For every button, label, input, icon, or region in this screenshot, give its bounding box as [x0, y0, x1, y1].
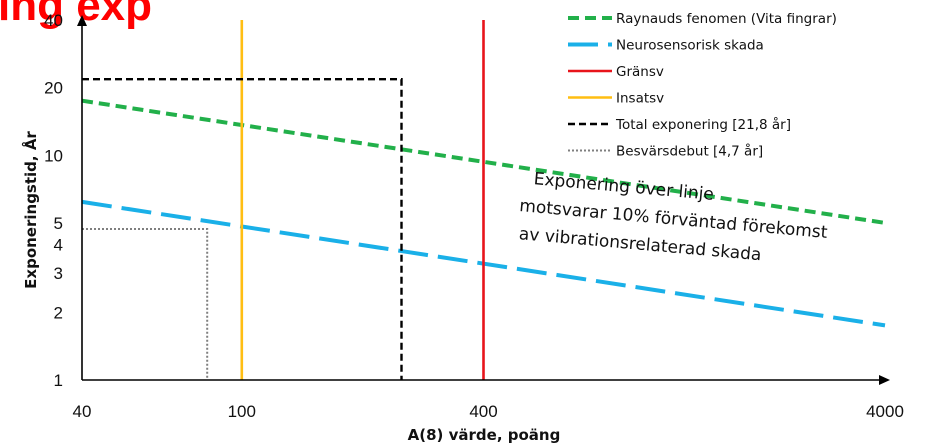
y-tick-label: 40	[44, 11, 63, 30]
axes: 40 100 400 4000 1 2 3 4 5 10 20 40	[44, 11, 904, 421]
x-tick-label: 40	[73, 402, 92, 421]
legend-label-5: Total exponering [21,8 år]	[615, 116, 791, 133]
legend-label-3: Gränsv	[616, 64, 664, 80]
legend-label-2: Neurosensorisk skada	[616, 38, 764, 54]
y-tick-label: 10	[44, 146, 63, 165]
y-tick-label: 5	[54, 214, 63, 233]
x-tick-label: 400	[469, 402, 497, 421]
legend: Raynauds fenomen (Vita fingrar) Neurosens…	[568, 11, 837, 160]
legend-label-1: Raynauds fenomen (Vita fingrar)	[616, 11, 837, 27]
y-axis-label: Exponeringstid, År	[21, 131, 40, 289]
y-tick-label: 3	[54, 264, 63, 283]
y-tick-label: 4	[54, 236, 63, 255]
series-line-6	[82, 228, 209, 380]
y-tick-label: 2	[54, 303, 63, 322]
x-axis-arrow	[879, 375, 890, 385]
legend-label-4: Insatsv	[616, 91, 664, 107]
legend-label-6: Besvärsdebut [4,7 år]	[616, 143, 763, 160]
plot-area	[81, 20, 886, 380]
series-line-5	[82, 77, 403, 380]
chart-title-fragment: ing exp	[0, 0, 152, 30]
x-tick-label: 4000	[866, 402, 904, 421]
y-tick-label: 1	[54, 371, 63, 390]
y-axis-arrow	[77, 15, 87, 26]
y-tick-label: 20	[44, 79, 63, 98]
x-axis-label: A(8) värde, poäng	[408, 426, 561, 444]
x-tick-label: 100	[228, 402, 256, 421]
annotation-text: Exponering över linje motsvarar 10% förv…	[516, 168, 836, 271]
